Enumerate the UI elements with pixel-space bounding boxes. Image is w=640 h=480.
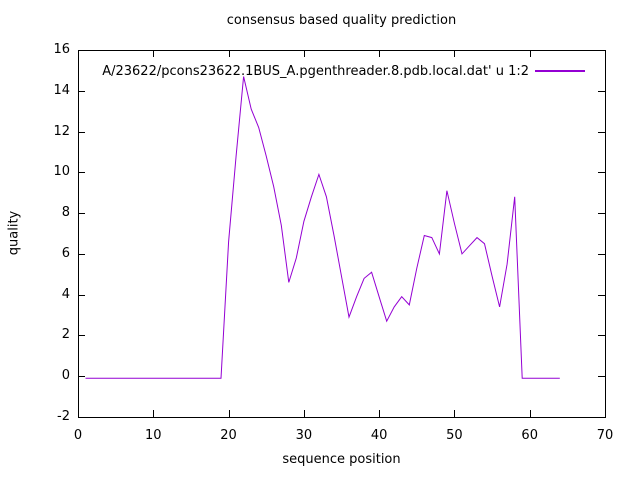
y-tick-label: 2 xyxy=(61,327,70,343)
y-tick-label: 8 xyxy=(61,205,70,221)
y-tick-label: -2 xyxy=(57,409,70,424)
y-tick-label: 12 xyxy=(53,123,70,139)
y-tick-label: 4 xyxy=(61,286,70,302)
y-tick-label: 6 xyxy=(61,245,70,261)
plot-border xyxy=(78,50,606,418)
x-tick-label: 30 xyxy=(295,428,313,443)
y-tick-label: 0 xyxy=(61,368,70,384)
y-tick-label: 16 xyxy=(53,42,70,57)
y-tick-label: 10 xyxy=(53,164,70,180)
chart-title: consensus based quality prediction xyxy=(226,13,457,28)
legend-line-sample-icon xyxy=(535,70,585,72)
x-tick-label: 50 xyxy=(446,428,463,443)
x-axis-label: sequence position xyxy=(282,452,401,467)
x-tick-label: 20 xyxy=(220,428,237,443)
x-tick-label: 60 xyxy=(521,428,538,443)
x-tick-label: 70 xyxy=(596,428,614,443)
y-tick-label: 14 xyxy=(53,82,70,98)
data-line xyxy=(85,76,560,379)
legend: A/23622/pcons23622.1BUS_A.pgenthreader.8… xyxy=(102,63,585,79)
legend-series-label: A/23622/pcons23622.1BUS_A.pgenthreader.8… xyxy=(102,63,529,79)
x-tick-label: 10 xyxy=(145,428,162,443)
x-tick-label: 0 xyxy=(73,428,83,443)
x-tick-label: 40 xyxy=(370,428,388,443)
